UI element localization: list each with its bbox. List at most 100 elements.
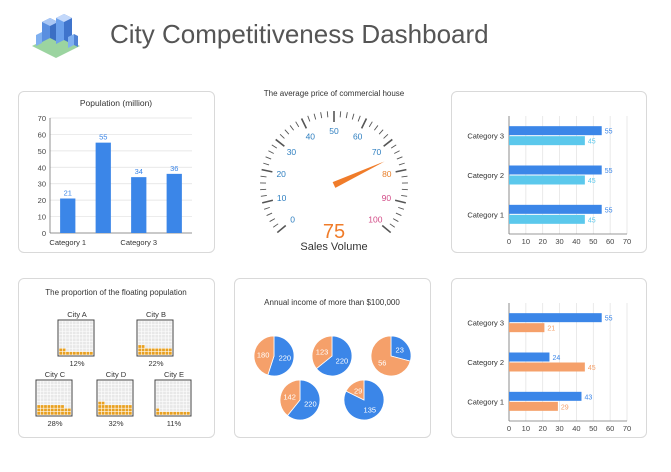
waffle-city-label: City C <box>45 370 66 379</box>
waffle-cell <box>64 408 68 412</box>
waffle-cell <box>83 351 86 355</box>
gauge-major-tick <box>383 138 393 147</box>
bar <box>509 126 602 136</box>
waffle-cell <box>176 401 180 405</box>
waffle-cell <box>186 384 190 388</box>
gauge-minor-tick <box>326 111 329 118</box>
waffle-cell <box>155 321 159 325</box>
waffle-cell <box>183 411 187 415</box>
waffle-cell <box>158 351 162 355</box>
waffle-cell <box>125 401 129 405</box>
waffle-cell <box>40 398 44 402</box>
waffle-cell <box>54 391 58 395</box>
waffle-cell <box>122 381 125 385</box>
waffle-cell <box>162 341 165 345</box>
population-bar-chart: Population (million) 0 10 20 30 40 50 60 70 21 Cat… <box>38 98 192 247</box>
waffle-cell <box>62 324 66 328</box>
gauge-minor-tick <box>295 121 300 128</box>
pie-value-label: 180 <box>257 350 270 359</box>
waffle-cell <box>79 331 83 335</box>
waffle-cell <box>176 388 180 391</box>
waffle-cell <box>169 384 173 388</box>
waffle-cell <box>145 345 148 348</box>
x-tick-label: 20 <box>539 237 547 246</box>
pie-slice <box>279 379 301 417</box>
waffle-cell <box>37 384 41 388</box>
waffle-cell <box>76 334 80 338</box>
waffle-cell <box>105 398 108 402</box>
waffle-cell <box>156 381 160 385</box>
waffle-cell <box>105 384 108 388</box>
gauge-minor-tick <box>373 125 379 131</box>
waffle-cell <box>101 391 105 395</box>
waffle-cell <box>145 324 148 328</box>
waffle-cell <box>89 334 93 338</box>
waffle-cell <box>72 348 76 352</box>
waffle-cell <box>158 338 162 342</box>
waffle-cell <box>125 384 129 388</box>
waffle-cell <box>159 398 163 402</box>
waffle-cell <box>115 391 119 395</box>
gauge-minor-tick <box>265 156 272 160</box>
waffle-cell <box>156 405 160 408</box>
waffle-cell <box>59 328 63 331</box>
y-tick-label: 20 <box>38 196 46 205</box>
commercial-house-price-gauge: The average price of commercial house 0 10… <box>260 89 408 253</box>
waffle-cell <box>138 334 142 338</box>
y-tick-label: 70 <box>38 114 46 123</box>
waffle-cell <box>118 391 122 395</box>
x-tick-label: 10 <box>522 424 530 433</box>
waffle-cell <box>165 338 169 342</box>
waffle-cell <box>162 328 165 331</box>
waffle-cell <box>169 405 173 408</box>
waffle-cell <box>98 381 102 385</box>
gauge-minor-tick <box>279 134 285 139</box>
waffle-cell <box>50 381 54 385</box>
waffle-cell <box>59 345 63 348</box>
waffle-cell <box>61 388 64 391</box>
waffle-cell <box>186 388 190 391</box>
gauge-minor-tick <box>398 206 405 210</box>
y-tick-label: 10 <box>38 213 46 222</box>
waffle-cell <box>57 391 61 395</box>
waffle-cell <box>47 411 51 415</box>
waffle-cell <box>168 328 172 331</box>
waffle-cell <box>173 401 177 405</box>
waffle-cell <box>186 408 190 412</box>
waffle-cell <box>72 321 76 325</box>
gauge-minor-tick <box>289 125 295 131</box>
waffle-cell <box>37 408 41 412</box>
waffle-cell <box>166 391 170 395</box>
waffle-cell <box>67 381 71 385</box>
waffle-cell <box>57 394 61 398</box>
waffle-cell <box>61 391 64 395</box>
y-tick-label: Category 3 <box>467 319 504 328</box>
waffle-cell <box>101 408 105 412</box>
waffle-cell <box>168 324 172 328</box>
waffle-cell <box>101 384 105 388</box>
waffle-cell <box>66 328 69 331</box>
waffle-cell <box>180 411 183 415</box>
waffle-cell <box>156 394 160 398</box>
waffle-cell <box>168 345 172 348</box>
gauge-tick-label: 60 <box>353 131 363 141</box>
waffle-cell <box>159 384 163 388</box>
waffle-cell <box>138 345 142 348</box>
gauge-major-tick <box>395 168 407 173</box>
waffle-cell <box>72 328 76 331</box>
waffle-cell <box>180 388 183 391</box>
waffle-cell <box>108 381 112 385</box>
waffle-percent-label: 22% <box>148 359 163 368</box>
gauge-minor-tick <box>395 212 402 216</box>
gauge-minor-tick <box>263 206 270 210</box>
waffle-cell <box>122 384 125 388</box>
waffle-cell <box>40 388 44 391</box>
waffle-cell <box>105 411 108 415</box>
waffle-cell <box>72 334 76 338</box>
waffle-cell <box>50 388 54 391</box>
waffle-cell <box>156 408 160 412</box>
bar-value-label: 43 <box>584 394 592 401</box>
waffle-cell <box>86 348 90 352</box>
waffle-cell <box>61 398 64 402</box>
waffle-cell <box>40 384 44 388</box>
